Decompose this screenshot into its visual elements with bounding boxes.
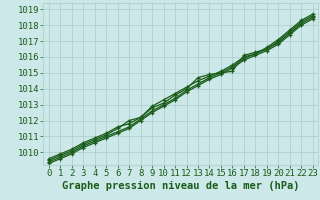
X-axis label: Graphe pression niveau de la mer (hPa): Graphe pression niveau de la mer (hPa) [62, 181, 300, 191]
